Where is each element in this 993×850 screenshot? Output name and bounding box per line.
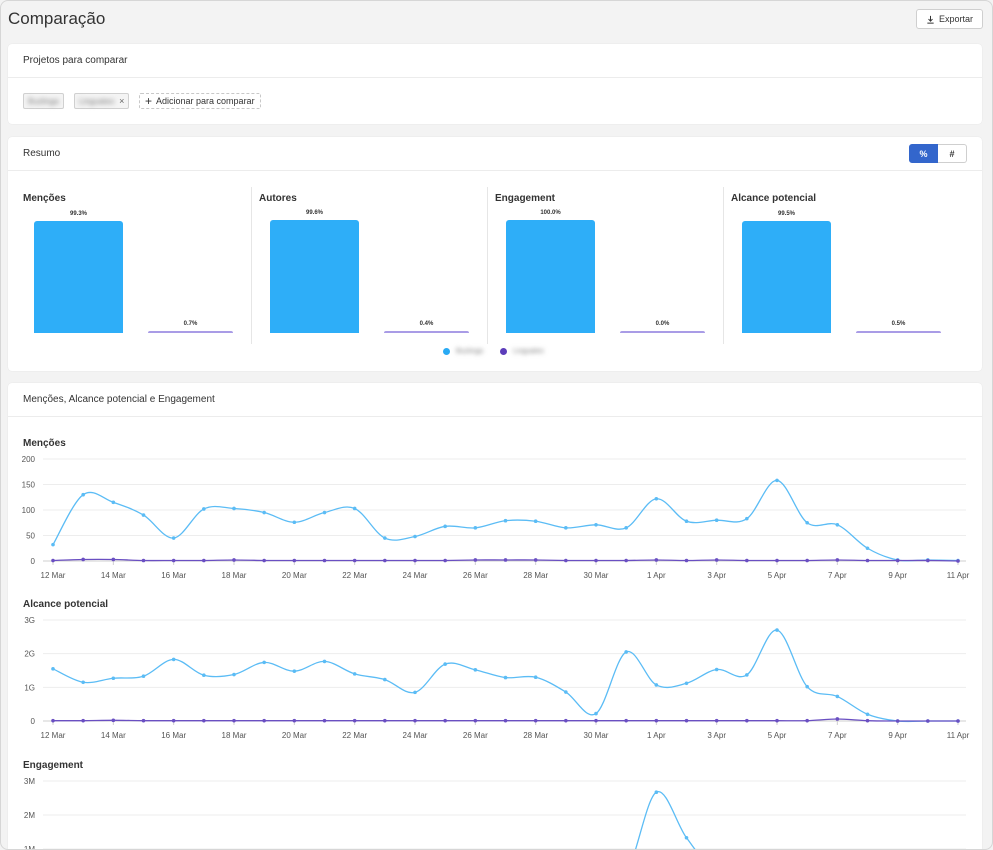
summary-bar[interactable] xyxy=(856,331,941,333)
metric-divider xyxy=(487,187,488,344)
trends-card: Menções, Alcance potencial e Engagement … xyxy=(8,383,982,849)
summary-bar[interactable] xyxy=(148,331,233,333)
summary-bar[interactable] xyxy=(34,220,123,333)
bar-value-label: 100.0% xyxy=(540,210,561,216)
metric-divider xyxy=(251,187,252,344)
export-button[interactable]: Exportar xyxy=(916,9,983,29)
metric-title: Autores xyxy=(259,193,297,204)
page-title: Comparação xyxy=(8,9,106,28)
bar-value-label: 99.5% xyxy=(777,210,795,217)
metric-divider xyxy=(723,187,724,344)
bar-value-label: 99.6% xyxy=(305,210,323,217)
chart-title: Alcance potencial xyxy=(23,599,109,610)
add-compare-button[interactable]: + Adicionar para comparar xyxy=(139,93,261,109)
legend-item[interactable]: Buzlinga xyxy=(443,348,483,355)
summary-toggle: % # xyxy=(909,144,967,163)
export-label: Exportar xyxy=(938,14,973,24)
project-chip[interactable]: Linguateo × xyxy=(74,93,130,109)
legend-label: Linguateo xyxy=(513,348,544,355)
summary-bar[interactable] xyxy=(506,220,595,333)
compare-header: Projetos para comparar xyxy=(8,44,982,78)
trends-header: Menções, Alcance potencial e Engagement xyxy=(8,383,982,417)
chart-title: Engagement xyxy=(23,760,84,771)
legend-item[interactable]: Linguateo xyxy=(500,348,544,355)
bar-value-label: 0.5% xyxy=(891,321,906,327)
download-icon xyxy=(927,15,934,24)
legend-label: Buzlinga xyxy=(456,348,483,355)
project-chip-label: Linguateo xyxy=(79,96,115,106)
bar-value-label: 0.0% xyxy=(655,321,670,327)
metric-title: Alcance potencial xyxy=(731,193,817,204)
add-compare-label: Adicionar para comparar xyxy=(156,96,255,106)
bar-value-label: 0.4% xyxy=(419,321,434,327)
summary-bar[interactable] xyxy=(384,331,469,333)
percent-toggle-button[interactable]: % xyxy=(909,144,938,163)
bar-value-label: 99.3% xyxy=(69,210,87,217)
metric-title: Engagement xyxy=(495,193,556,204)
bar-value-label: 0.7% xyxy=(183,321,198,327)
plus-icon: + xyxy=(145,94,153,108)
count-toggle-button[interactable]: # xyxy=(938,144,967,163)
chart-title: Menções xyxy=(23,438,66,449)
summary-header: Resumo xyxy=(8,137,982,171)
summary-bar[interactable] xyxy=(742,220,831,333)
legend-dot xyxy=(443,348,450,355)
project-chip-label: Buzlinga xyxy=(28,96,59,106)
summary-bar[interactable] xyxy=(620,331,705,333)
summary-card: Resumo % # Menções 99.3% 0.7% Autores 99.6% 0… xyxy=(8,137,982,371)
close-icon[interactable]: × xyxy=(119,96,125,106)
metric-title: Menções xyxy=(23,193,66,204)
compare-card: Projetos para comparar Buzlinga Linguate… xyxy=(8,44,982,124)
summary-bar[interactable] xyxy=(270,220,359,333)
project-chip[interactable]: Buzlinga xyxy=(23,93,64,109)
legend-dot xyxy=(500,348,507,355)
